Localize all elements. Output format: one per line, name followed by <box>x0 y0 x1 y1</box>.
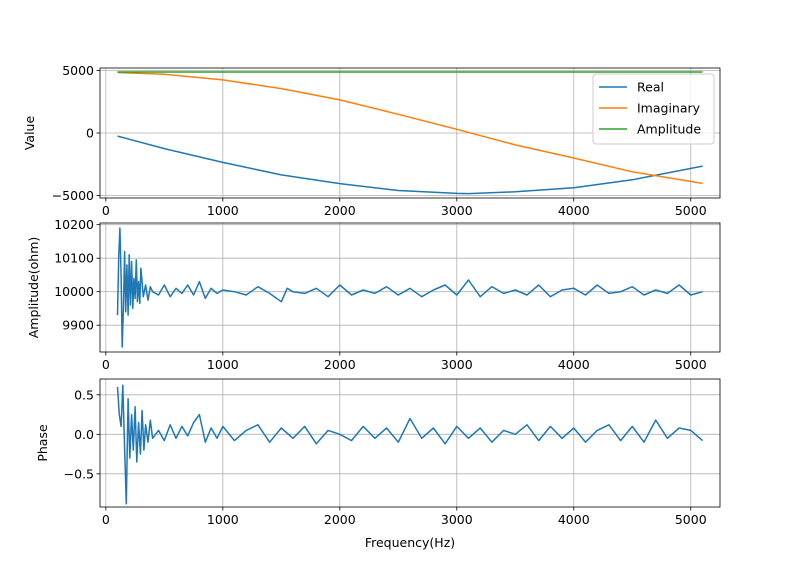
legend-label: Real <box>637 80 664 95</box>
y-axis-label: Value <box>22 116 37 151</box>
x-tick-label: 2000 <box>324 357 356 372</box>
x-tick-label: 5000 <box>675 203 707 218</box>
y-tick-label: −0.5 <box>64 466 94 481</box>
x-axis-label: Frequency(Hz) <box>365 535 455 550</box>
x-tick-label: 1000 <box>207 357 239 372</box>
x-tick-label: 4000 <box>558 203 590 218</box>
x-tick-label: 1000 <box>207 512 239 527</box>
x-tick-label: 5000 <box>675 357 707 372</box>
x-tick-label: 3000 <box>441 203 473 218</box>
y-axis-label: Amplitude(ohm) <box>26 237 41 339</box>
series-line-2-1 <box>116 227 703 348</box>
x-tick-label: 1000 <box>207 203 239 218</box>
legend-label: Imaginary <box>637 101 701 116</box>
y-tick-label: 10100 <box>54 251 94 266</box>
x-tick-label: 4000 <box>558 512 590 527</box>
y-tick-label: −5000 <box>52 188 94 203</box>
x-tick-label: 0 <box>102 357 110 372</box>
subplot-3: 0 1000 2000 3000 4000 5000 −0.5 0.0 0.5 Phase Freq… <box>35 378 721 550</box>
series-line-real <box>117 135 703 195</box>
y-tick-label: 10200 <box>54 217 94 232</box>
y-tick-label: 0.0 <box>74 427 94 442</box>
axes-frame <box>99 222 721 353</box>
y-tick-label: 0 <box>86 126 94 141</box>
y-tick-label: 5000 <box>62 63 94 78</box>
x-tick-label: 0 <box>102 203 110 218</box>
subplot-1: 0 1000 2000 3000 4000 5000 −5000 0 5000 Value Real… <box>22 63 721 218</box>
y-tick-label: 10000 <box>54 284 94 299</box>
subplot-2: 0 1000 2000 3000 4000 5000 9900 10000 10100 10200… <box>26 217 721 372</box>
x-tick-label: 4000 <box>558 357 590 372</box>
series-line-imaginary <box>117 71 703 185</box>
x-tick-label: 2000 <box>324 203 356 218</box>
x-tick-label: 3000 <box>441 512 473 527</box>
y-axis-label: Phase <box>35 424 50 462</box>
legend-box <box>592 73 715 145</box>
legend: Real Imaginary Amplitude <box>592 73 715 145</box>
x-tick-label: 2000 <box>324 512 356 527</box>
series-line-3-1 <box>116 384 703 505</box>
axes-frame <box>99 378 721 508</box>
y-tick-label: 9900 <box>62 318 94 333</box>
legend-label: Amplitude <box>637 122 701 137</box>
x-tick-label: 3000 <box>441 357 473 372</box>
x-tick-label: 5000 <box>675 512 707 527</box>
x-tick-label: 0 <box>102 512 110 527</box>
y-tick-label: 0.5 <box>74 387 94 402</box>
